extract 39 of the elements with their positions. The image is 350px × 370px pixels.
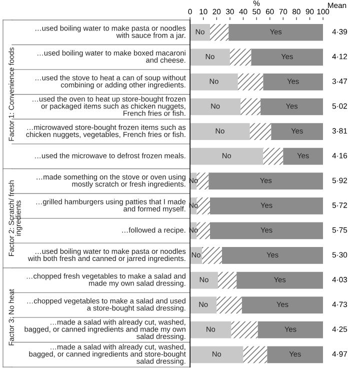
- bar: [190, 74, 238, 90]
- bar: [283, 148, 324, 165]
- bar: [210, 24, 229, 41]
- bar: [228, 24, 324, 41]
- bar: [263, 74, 324, 90]
- bar: [240, 98, 261, 116]
- bar: [202, 247, 222, 264]
- bar: [271, 123, 324, 140]
- bar: [263, 148, 284, 165]
- bar: [267, 346, 324, 364]
- bar: [196, 222, 210, 240]
- bar: [210, 197, 324, 214]
- bar: [208, 172, 324, 190]
- bar: [190, 296, 217, 314]
- bar: [190, 98, 241, 116]
- bar: [196, 172, 209, 190]
- bar: [238, 74, 264, 90]
- bar: [242, 296, 324, 314]
- bar: [190, 321, 232, 338]
- bar: [260, 98, 324, 116]
- bar: [250, 123, 272, 140]
- bar: [218, 272, 237, 289]
- bar: [190, 346, 244, 364]
- bar: [231, 321, 258, 338]
- bar: [190, 148, 264, 165]
- bar: [190, 272, 218, 289]
- bar: [190, 48, 230, 66]
- bar: [251, 48, 324, 66]
- bar: [190, 247, 202, 264]
- bar: [222, 247, 324, 264]
- bar: [216, 296, 242, 314]
- bar: [210, 222, 324, 240]
- bar: [190, 123, 250, 140]
- bar: [190, 24, 210, 41]
- bar: [196, 197, 210, 214]
- bar: [230, 48, 252, 66]
- bar: [243, 346, 268, 364]
- bar: [236, 272, 324, 289]
- bar: [258, 321, 324, 338]
